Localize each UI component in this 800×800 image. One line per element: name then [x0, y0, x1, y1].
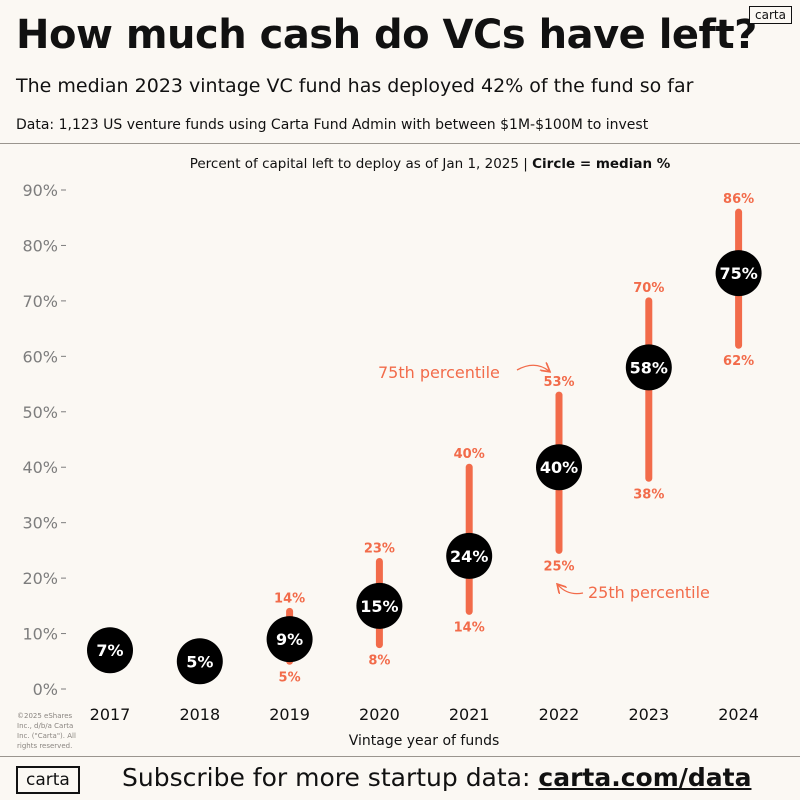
p25-label: 38%: [633, 487, 664, 502]
y-tick-label: 40%: [22, 458, 58, 477]
range-chart: 0% 10% 20% 30% 40% 50% 60% 70% 80% 90% 14% 5% 23% 8%…: [22, 181, 762, 749]
header-divider: [0, 143, 800, 144]
median-circle: [446, 532, 493, 579]
p25-label: 5%: [279, 670, 301, 685]
footer-divider: [0, 756, 800, 757]
chart-caption: Percent of capital left to deploy as of …: [0, 156, 800, 172]
x-tick-label: 2017: [90, 705, 131, 724]
footer-carta-logo[interactable]: carta: [16, 766, 80, 794]
y-tick-label: 60%: [22, 347, 58, 366]
median-label: 40%: [540, 458, 578, 477]
x-tick-label: 2020: [359, 705, 400, 724]
annotation-p25: 25th percentile: [558, 583, 710, 602]
median-circles: 7% 5% 9% 15% 24% 40% 58% 75%: [87, 250, 762, 685]
annotation-p75-arrow: [516, 365, 549, 371]
y-tick-label: 90%: [22, 181, 58, 200]
caption-main: Percent of capital left to deploy as of …: [189, 156, 519, 172]
median-circle: [266, 616, 313, 663]
p75-label: 23%: [364, 541, 395, 556]
x-tick-label: 2021: [449, 705, 490, 724]
median-circle: [87, 627, 133, 674]
annotation-p75: 75th percentile: [378, 363, 549, 382]
annotation-p25-label: 25th percentile: [588, 583, 710, 602]
median-label: 9%: [276, 630, 303, 649]
y-tick-label: 20%: [22, 569, 58, 588]
data-source-note: Data: 1,123 US venture funds using Carta…: [16, 117, 649, 133]
median-circle: [536, 444, 582, 491]
x-tick-label: 2023: [628, 705, 669, 724]
x-tick-label: 2024: [718, 705, 759, 724]
y-axis: 0% 10% 20% 30% 40% 50% 60% 70% 80% 90%: [22, 181, 66, 699]
median-circle: [176, 638, 223, 685]
x-tick-label: 2019: [269, 705, 310, 724]
p25-label: 14%: [454, 620, 485, 635]
median-circle: [715, 250, 762, 297]
median-label: 58%: [630, 358, 668, 377]
median-label: 75%: [719, 264, 757, 283]
footer-cta-text: Subscribe for more startup data:: [122, 763, 539, 792]
footer-cta: Subscribe for more startup data: carta.c…: [122, 763, 751, 792]
copyright-note: ©2025 eShares Inc., d/b/a Carta Inc. ("C…: [17, 712, 76, 750]
y-tick-label: 30%: [22, 514, 58, 533]
footer-link[interactable]: carta.com/data: [538, 763, 752, 792]
median-label: 7%: [96, 641, 123, 660]
annotation-p25-arrow: [558, 585, 584, 595]
y-tick-label: 80%: [22, 236, 58, 255]
x-tick-label: 2018: [179, 705, 220, 724]
p75-label: 86%: [723, 192, 754, 207]
percentile-ranges: 14% 5% 23% 8% 40% 14% 53% 25% 70% 38% 86% 62%: [274, 192, 754, 685]
median-circle: [625, 344, 672, 391]
median-label: 15%: [360, 597, 398, 616]
y-tick-label: 0%: [33, 680, 58, 699]
p25-label: 62%: [723, 354, 754, 369]
y-tick-label: 50%: [22, 403, 58, 422]
caption-separator: |: [523, 156, 528, 172]
x-tick-label: 2022: [539, 705, 580, 724]
median-label: 5%: [186, 652, 213, 671]
p75-label: 53%: [543, 375, 574, 390]
median-circle: [356, 582, 403, 629]
p75-label: 70%: [633, 281, 664, 296]
median-label: 24%: [450, 547, 488, 566]
y-tick-label: 70%: [22, 292, 58, 311]
y-tick-label: 10%: [22, 625, 58, 644]
annotation-p75-label: 75th percentile: [378, 363, 500, 382]
p75-label: 40%: [454, 447, 485, 462]
carta-logo[interactable]: carta: [749, 6, 792, 24]
p75-label: 14%: [274, 591, 305, 606]
p25-label: 8%: [368, 654, 390, 669]
x-axis-title: Vintage year of funds: [349, 733, 500, 749]
caption-bold: Circle = median %: [532, 156, 671, 172]
subtitle: The median 2023 vintage VC fund has depl…: [16, 75, 694, 97]
x-axis: 2017 2018 2019 2020 2021 2022 2023 2024: [90, 705, 759, 724]
page-title: How much cash do VCs have left?: [16, 12, 757, 58]
p25-label: 25%: [543, 559, 574, 574]
